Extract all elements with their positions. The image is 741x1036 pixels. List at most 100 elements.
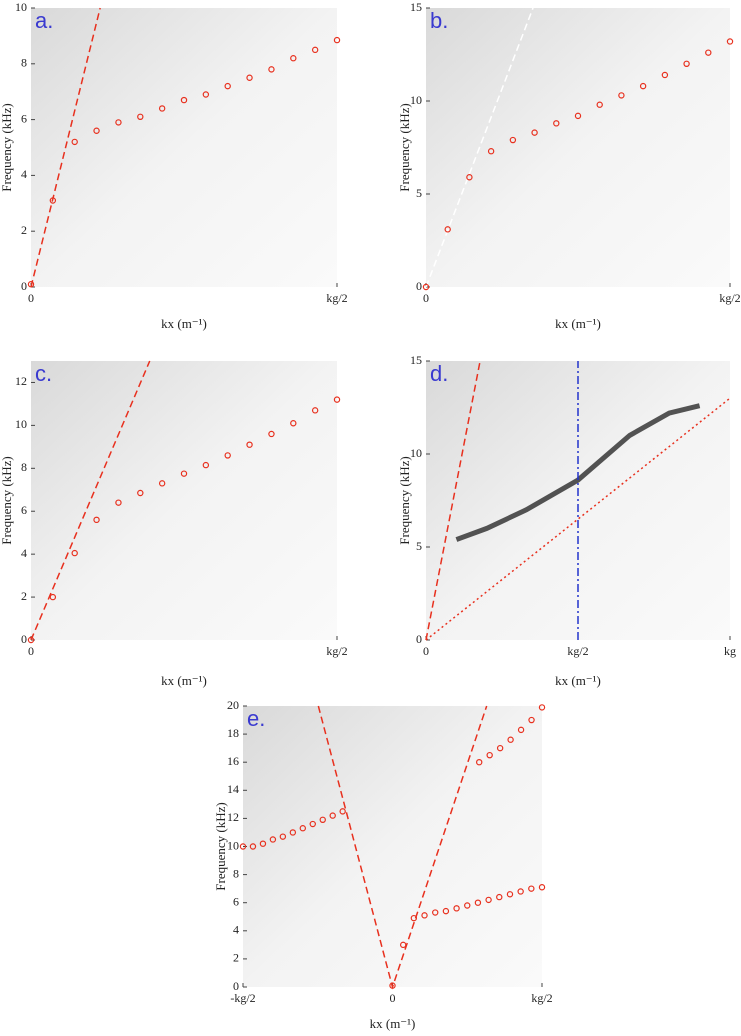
data-point — [202, 461, 210, 469]
y-tick-label: 12 — [15, 374, 27, 388]
x-tick-label: 0 — [28, 644, 34, 658]
y-tick-label: 2 — [21, 589, 27, 603]
y-tick-label: 15 — [410, 0, 422, 14]
spectrogram — [31, 8, 337, 287]
y-tick-label: 10 — [410, 446, 422, 460]
x-tick-label: kg/2 — [531, 991, 552, 1005]
data-point — [553, 120, 560, 127]
guide-line — [30, 360, 151, 641]
data-point — [509, 136, 517, 144]
data-point — [299, 825, 306, 832]
data-point — [268, 430, 275, 438]
data-point — [453, 905, 460, 912]
data-point — [618, 92, 625, 99]
data-point — [279, 833, 287, 840]
panel-label: d. — [430, 361, 448, 386]
x-axis-title: kx (m⁻¹) — [555, 673, 601, 688]
x-tick-label: 0 — [390, 991, 396, 1005]
y-axis-title: Frequency (kHz) — [397, 103, 412, 191]
guide-line — [425, 7, 534, 288]
data-point — [137, 113, 144, 121]
x-axis-title: kx (m⁻¹) — [555, 316, 601, 331]
y-tick-label: 20 — [227, 698, 239, 712]
ridge-line — [455, 403, 701, 542]
data-point — [93, 516, 100, 524]
data-point — [49, 197, 57, 204]
y-tick-label: 10 — [227, 838, 239, 852]
x-tick-label: kg/2 — [567, 644, 588, 658]
data-point — [339, 808, 346, 815]
data-point — [137, 489, 144, 497]
data-point — [93, 127, 100, 134]
y-tick-label: 10 — [410, 93, 422, 107]
y-tick-label: 0 — [416, 632, 422, 646]
data-point — [639, 82, 647, 90]
data-point — [71, 138, 78, 146]
y-tick-label: 5 — [416, 539, 422, 553]
data-point — [71, 549, 78, 557]
data-point — [389, 982, 396, 989]
data-point — [289, 829, 297, 836]
data-point — [158, 105, 166, 112]
data-point — [683, 60, 690, 68]
data-point — [259, 840, 267, 847]
data-point — [290, 55, 297, 62]
y-tick-label: 2 — [21, 223, 27, 237]
data-point — [333, 36, 341, 44]
data-point — [726, 38, 734, 45]
data-point — [506, 891, 514, 898]
data-point — [496, 744, 504, 752]
data-point — [115, 499, 122, 506]
data-point — [661, 71, 669, 79]
data-point — [507, 736, 514, 743]
y-tick-label: 5 — [416, 186, 422, 200]
y-tick-label: 15 — [410, 353, 422, 367]
data-point — [432, 909, 439, 916]
data-point — [269, 836, 277, 843]
y-tick-label: 4 — [233, 923, 239, 937]
y-tick-label: 10 — [15, 0, 27, 14]
data-point — [517, 726, 525, 734]
y-tick-label: 0 — [21, 279, 27, 293]
data-point — [319, 816, 326, 824]
data-point — [329, 812, 336, 819]
x-axis-title: kx (m⁻¹) — [370, 1016, 416, 1031]
data-point — [49, 593, 57, 601]
data-point — [517, 888, 524, 895]
data-point — [27, 636, 35, 644]
data-point — [421, 912, 428, 919]
y-tick-label: 4 — [21, 167, 27, 181]
data-point — [224, 82, 231, 90]
guide-line — [30, 7, 101, 288]
y-tick-label: 6 — [21, 111, 27, 125]
y-tick-label: 18 — [227, 726, 239, 740]
y-tick-label: 14 — [227, 782, 239, 796]
y-tick-label: 12 — [227, 810, 239, 824]
data-point — [538, 884, 546, 891]
y-tick-label: 10 — [15, 417, 27, 431]
panel-label: e. — [247, 706, 265, 731]
data-point — [224, 452, 231, 459]
spectrogram — [426, 8, 730, 287]
x-tick-label: 0 — [423, 291, 429, 305]
y-axis-title: Frequency (kHz) — [397, 456, 412, 544]
data-point — [476, 759, 483, 766]
data-point — [246, 74, 253, 81]
data-point — [596, 101, 603, 108]
spectrogram — [243, 706, 542, 987]
data-point — [180, 470, 188, 477]
x-tick-label: kg/2 — [326, 291, 347, 305]
data-point — [464, 902, 471, 909]
x-tick-label: 0 — [28, 291, 34, 305]
y-tick-label: 16 — [227, 754, 239, 768]
y-axis-title: Frequency (kHz) — [0, 103, 14, 191]
data-point — [309, 820, 316, 828]
x-axis-title: kx (m⁻¹) — [161, 316, 207, 331]
data-point — [442, 907, 450, 915]
spectrogram — [31, 361, 337, 640]
data-point — [496, 893, 503, 901]
data-point — [705, 49, 712, 56]
data-point — [487, 148, 495, 155]
data-point — [485, 896, 492, 904]
